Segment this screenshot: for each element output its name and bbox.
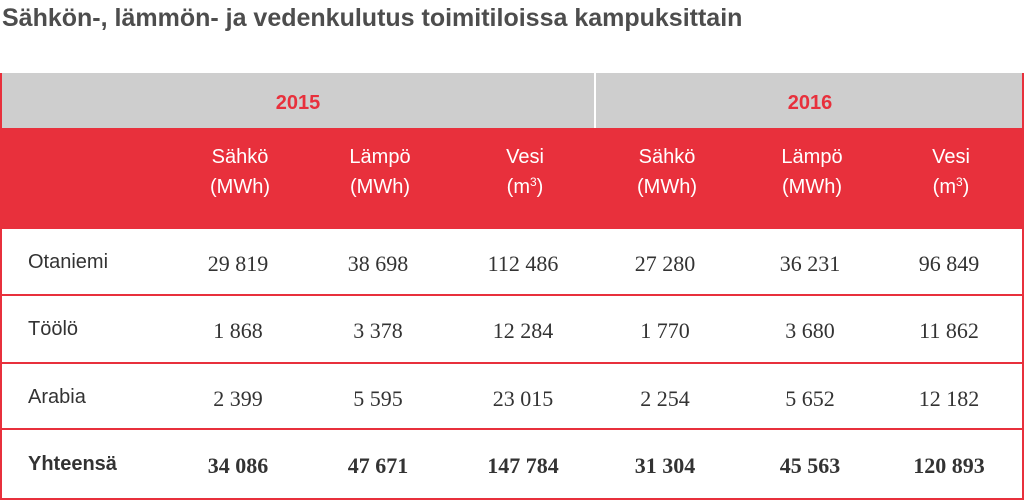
total-cell: 34 086: [207, 453, 269, 478]
row-label: Otaniemi: [28, 251, 109, 273]
row-divider: [2, 294, 1022, 296]
table-cell: 96 849: [918, 251, 980, 276]
table-cell: 11 862: [919, 318, 979, 343]
table-cell: 12 182: [918, 386, 980, 411]
year-2016-header: 2016: [787, 92, 833, 114]
column-header-row: Sähkö (MWh) Lämpö (MWh) Vesi (m3) Sähkö …: [2, 128, 1022, 229]
table-cell: 36 231: [779, 251, 841, 276]
year-2015-header: 2015: [275, 92, 321, 114]
row-label: Töölö: [28, 318, 79, 340]
column-header: Vesi (m3): [506, 146, 544, 198]
table-cell: 5 595: [353, 386, 403, 411]
column-header: Sähkö (MWh): [637, 146, 697, 198]
column-header: Lämpö (MWh): [349, 146, 411, 198]
table-cell: 1 770: [640, 318, 690, 343]
column-header: Vesi (m3): [932, 146, 970, 198]
row-divider: [2, 362, 1022, 364]
table-cell: 27 280: [634, 251, 696, 276]
column-header: Lämpö (MWh): [781, 146, 843, 198]
table-bottom-border: [2, 498, 1022, 500]
total-cell: 120 893: [913, 453, 985, 478]
table-cell: 38 698: [347, 251, 409, 276]
column-header: Sähkö (MWh): [210, 146, 270, 198]
consumption-table: 2015 2016 Sähkö (MWh) Lämpö (MWh) Vesi (…: [0, 73, 1024, 500]
table-cell: 3 680: [785, 318, 835, 343]
table-cell: 29 819: [207, 251, 269, 276]
total-cell: 47 671: [347, 453, 409, 478]
total-cell: 45 563: [779, 453, 841, 478]
table-cell: 112 486: [487, 251, 559, 276]
table-cell: 1 868: [213, 318, 263, 343]
table-title: Sähkön-, lämmön- ja vedenkulutus toimiti…: [2, 4, 743, 32]
row-divider: [2, 428, 1022, 430]
year-header-row: 2015 2016: [2, 73, 1022, 128]
table-cell: 2 254: [640, 386, 690, 411]
row-label: Arabia: [28, 386, 86, 408]
total-cell: 147 784: [487, 453, 559, 478]
total-label: Yhteensä: [28, 453, 117, 475]
table-cell: 12 284: [492, 318, 554, 343]
table-cell: 2 399: [213, 386, 263, 411]
table-cell: 5 652: [785, 386, 835, 411]
table-cell: 23 015: [492, 386, 554, 411]
table-cell: 3 378: [353, 318, 403, 343]
total-cell: 31 304: [634, 453, 696, 478]
